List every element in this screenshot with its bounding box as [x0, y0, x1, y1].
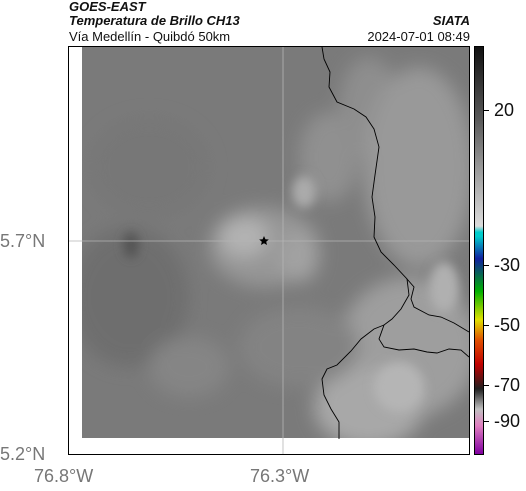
brightness-temperature-map	[69, 47, 469, 454]
country-border	[321, 47, 410, 439]
agency-label: SIATA	[432, 13, 470, 28]
lat-label-5-7: 5.7°N	[0, 231, 46, 251]
route-subtitle: Vía Medellín - Quibdó 50km	[69, 29, 231, 44]
map-panel[interactable]	[68, 46, 470, 455]
cloud-texture	[82, 57, 469, 438]
colorbar	[474, 46, 484, 455]
timestamp-label: 2024-07-01 08:49	[367, 29, 470, 44]
colorbar-label: 20	[494, 100, 515, 120]
lat-label-5-2: 5.2°N	[0, 444, 46, 464]
star-icon	[259, 236, 269, 245]
colorbar-tick	[484, 265, 489, 266]
satellite-title: GOES-EAST	[69, 0, 146, 14]
colorbar-label: -70	[494, 375, 521, 395]
colorbar-tick	[484, 385, 489, 386]
lon-label-76-8: 76.8°W	[34, 466, 94, 486]
colorbar-tick	[484, 325, 489, 326]
colorbar-label: -90	[494, 411, 521, 431]
colorbar-tick	[484, 110, 489, 111]
lon-label-76-3: 76.3°W	[250, 466, 310, 486]
product-title: Temperatura de Brillo CH13	[69, 13, 240, 28]
colorbar-label: -50	[494, 315, 521, 335]
colorbar-label: -30	[494, 255, 521, 275]
cold-spot	[123, 232, 139, 258]
department-border	[406, 278, 469, 333]
department-border-south	[378, 324, 469, 358]
colorbar-tick	[484, 421, 489, 422]
